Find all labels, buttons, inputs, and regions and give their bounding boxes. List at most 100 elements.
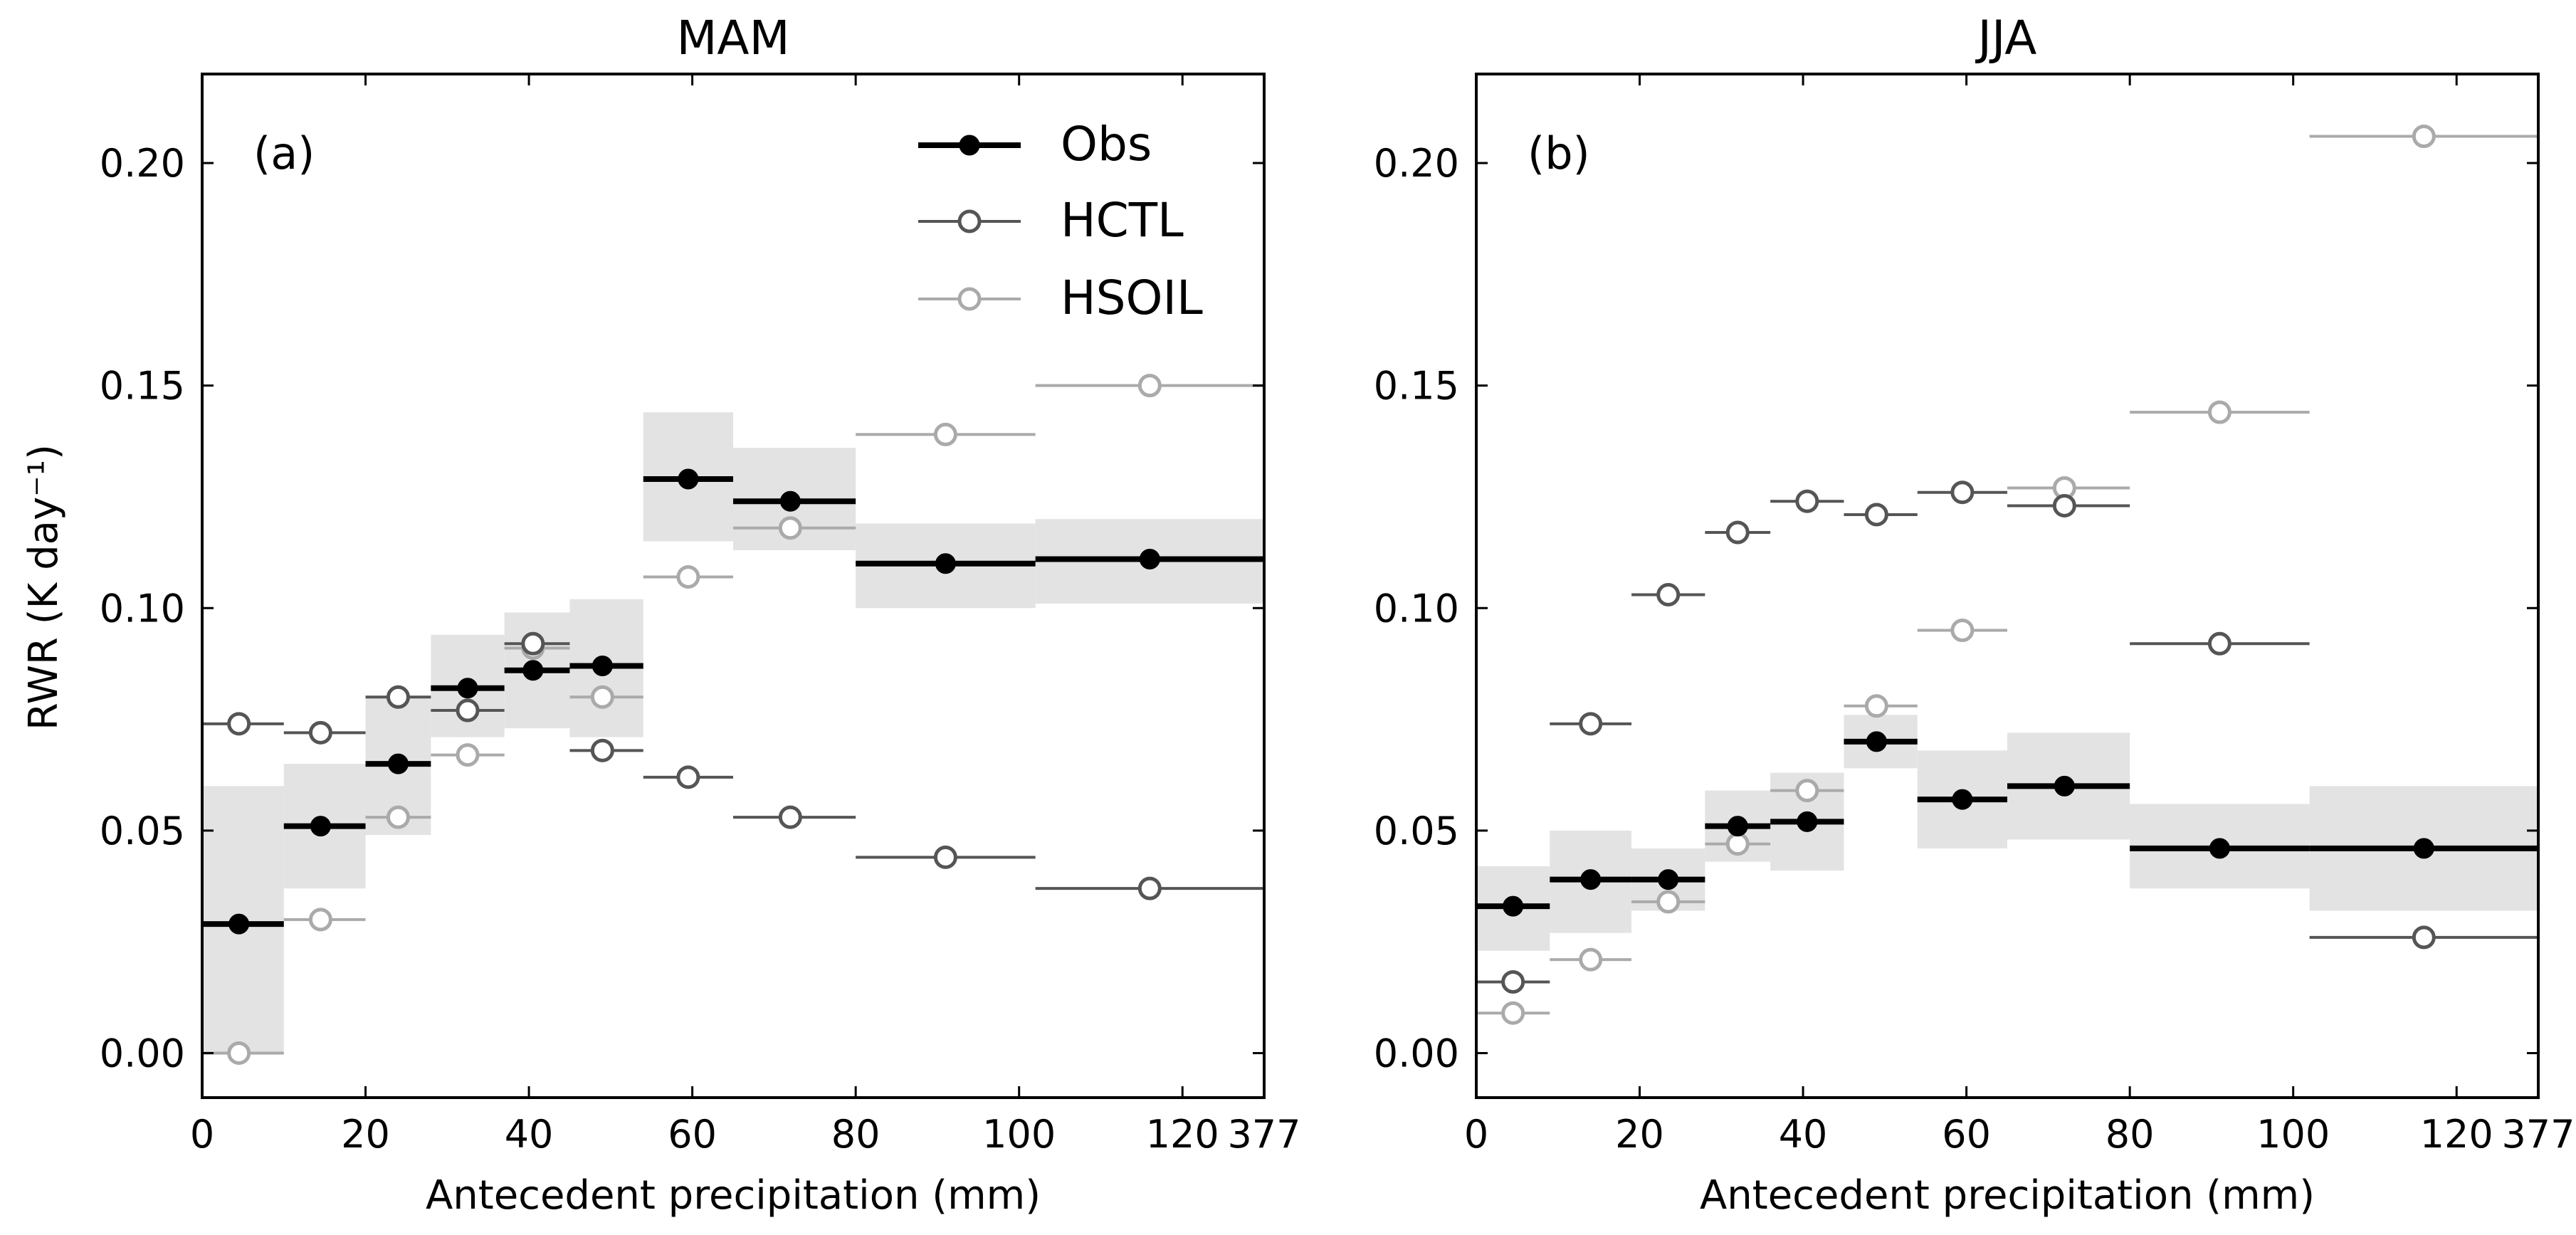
obs-point [2054, 775, 2075, 797]
obs-point [779, 490, 801, 512]
obs-point [228, 913, 250, 935]
x-tick-label: 0 [190, 1112, 214, 1157]
panel-title: JJA [1975, 11, 2037, 65]
y-tick-labels: 0.00 0.05 0.10 0.15 0.20 [1374, 141, 1459, 1076]
obs-point [457, 678, 478, 699]
panel-label: (b) [1528, 127, 1590, 179]
x-tick-labels: 0 20 40 60 80 100 120 377 [190, 1112, 1301, 1157]
obs-point [1580, 869, 1602, 890]
y-axis-label: RWR (K day⁻¹) [21, 444, 67, 730]
x-tick-label: 80 [2106, 1112, 2155, 1157]
hsoil-point [933, 422, 957, 446]
x-tick-label: 100 [2256, 1112, 2330, 1157]
hctl-point [1950, 480, 1975, 505]
hsoil-point [386, 805, 410, 829]
obs-point [1727, 816, 1748, 837]
hsoil-point [1864, 694, 1888, 718]
legend-label: HSOIL [1061, 270, 1203, 325]
hctl-point [227, 712, 251, 736]
x-tick-label: 60 [1942, 1112, 1991, 1157]
x-tick-label: 100 [982, 1112, 1056, 1157]
obs-point [935, 553, 956, 574]
x-tick-label: 120 [1146, 1112, 1219, 1157]
x-tick-label: 0 [1464, 1112, 1488, 1157]
hctl-point [778, 805, 802, 829]
obs-point [1866, 731, 1887, 752]
y-tick-label: 0.10 [1374, 586, 1459, 631]
legend-entry-hsoil: HSOIL [918, 270, 1203, 325]
y-tick-label: 0.15 [100, 364, 185, 409]
hctl-point [2207, 631, 2231, 656]
x-tick-label: 80 [831, 1112, 880, 1157]
legend-entry-obs: Obs [918, 117, 1152, 172]
obs-point [678, 468, 699, 490]
hsoil-point [1579, 947, 1603, 972]
data-markers [227, 374, 1162, 1065]
hctl-point [521, 631, 545, 656]
y-tick-label: 0.20 [100, 141, 185, 186]
obs-point [2413, 838, 2434, 859]
hctl-point [2412, 925, 2436, 950]
hctl-point [456, 698, 480, 722]
panel-title: MAM [676, 11, 789, 65]
x-tick-label: 20 [1615, 1112, 1664, 1157]
hctl-point [1656, 583, 1681, 607]
hsoil-point [1950, 619, 1975, 643]
panel-mam: 0.000.050.100.150.20 0 20 40 60 80 100 120 377 … [100, 11, 1301, 1219]
hsoil-point [590, 685, 614, 709]
y-tick-label: 0.05 [100, 809, 185, 853]
obs-point [387, 753, 409, 774]
panel-label: (a) [253, 127, 315, 179]
obs-point [592, 656, 613, 677]
legend-entry-hctl: HCTL [918, 193, 1184, 248]
x-tick-label: 40 [505, 1112, 554, 1157]
y-tick-label: 0.20 [1374, 141, 1459, 186]
x-tick-label: 377 [2501, 1112, 2575, 1157]
y-tick-label: 0.05 [1374, 809, 1459, 853]
hsoil-point [1137, 374, 1162, 398]
hctl-point [676, 765, 700, 789]
hctl-point [590, 738, 614, 762]
hctl-point [1864, 503, 1888, 527]
hctl-point [386, 685, 410, 709]
hctl-point [2052, 493, 2076, 517]
plot-frame [1475, 73, 2540, 1099]
obs-point [1658, 869, 1679, 890]
y-tick-label: 0.15 [1374, 364, 1459, 409]
hsoil-point [1501, 1001, 1525, 1025]
obs-point [310, 816, 331, 837]
y-tick-label: 0.10 [100, 586, 185, 631]
obs-point [1139, 548, 1160, 569]
x-tick-labels: 0 20 40 60 80 100 120 377 [1464, 1112, 2575, 1157]
hsoil-point [778, 516, 802, 540]
y-tick-labels: 0.00 0.05 0.10 0.15 0.20 [100, 141, 185, 1076]
x-tick-label: 40 [1779, 1112, 1828, 1157]
hsoil-point [227, 1041, 251, 1065]
hctl-point [933, 845, 957, 869]
obs-point [1503, 895, 1524, 917]
hsoil-point [308, 908, 332, 932]
x-tick-label: 20 [341, 1112, 390, 1157]
hsoil-point [2207, 400, 2231, 424]
hsoil-point [456, 743, 480, 767]
hsoil-point [1656, 890, 1681, 914]
hsoil-point [676, 564, 700, 589]
obs-point [1952, 789, 1973, 810]
hsoil-point [1795, 779, 1819, 803]
legend: Obs HCTL HSOIL [918, 117, 1203, 325]
legend-label: Obs [1061, 117, 1152, 172]
obs-point [522, 660, 544, 681]
plot-frame [201, 73, 1266, 1099]
x-tick-label: 120 [2420, 1112, 2493, 1157]
x-axis-label: Antecedent precipitation (mm) [1700, 1172, 2315, 1219]
legend-label: HCTL [1061, 193, 1184, 248]
y-tick-label: 0.00 [1374, 1031, 1459, 1076]
x-tick-label: 60 [668, 1112, 717, 1157]
panel-jja: 0.000.050.100.150.20 0 20 40 60 80 100 120 377 … [1374, 11, 2575, 1219]
hctl-point [1795, 489, 1819, 513]
x-axis-label: Antecedent precipitation (mm) [426, 1172, 1041, 1219]
obs-point [2209, 838, 2230, 859]
hctl-point [308, 720, 332, 745]
hctl-point [1501, 969, 1525, 994]
